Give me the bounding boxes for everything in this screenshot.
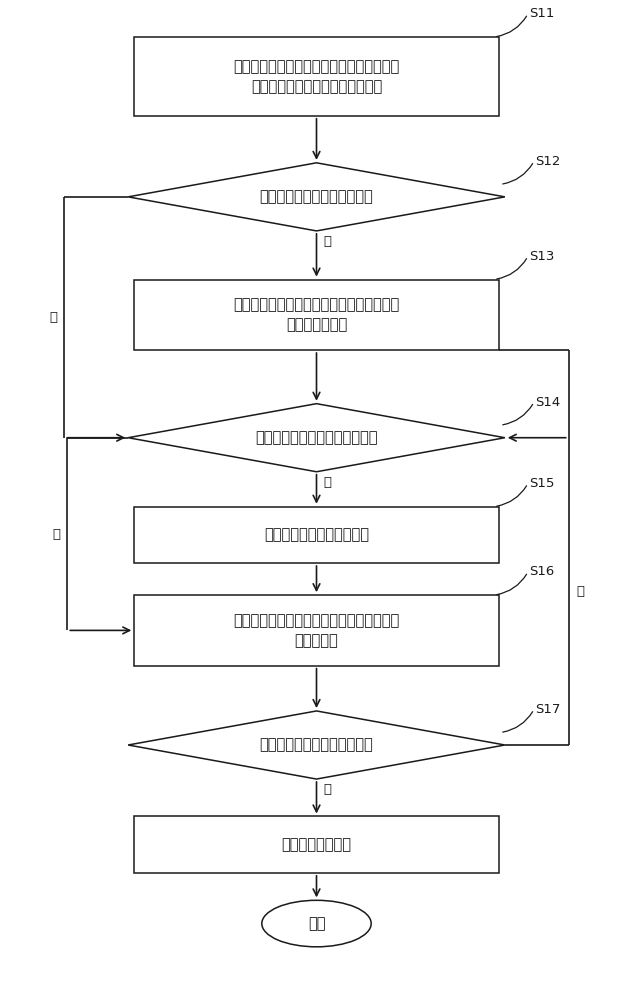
Text: S16: S16 bbox=[529, 565, 555, 578]
FancyBboxPatch shape bbox=[134, 816, 499, 873]
Text: S11: S11 bbox=[529, 7, 555, 20]
Text: 终端设备判断是否执行用户修复: 终端设备判断是否执行用户修复 bbox=[255, 430, 378, 445]
Text: S15: S15 bbox=[529, 477, 555, 490]
Text: S12: S12 bbox=[536, 155, 561, 168]
FancyBboxPatch shape bbox=[134, 37, 499, 116]
Text: 是: 是 bbox=[323, 476, 332, 489]
Polygon shape bbox=[128, 404, 505, 472]
FancyBboxPatch shape bbox=[134, 595, 499, 666]
FancyBboxPatch shape bbox=[134, 279, 499, 350]
Polygon shape bbox=[128, 711, 505, 779]
Text: 识别单号是否为首次输入单号: 识别单号是否为首次输入单号 bbox=[260, 189, 373, 204]
Text: 所述终端设备执行自动修复，生成一个或多
个修复单号: 所述终端设备执行自动修复，生成一个或多 个修复单号 bbox=[234, 613, 399, 648]
Text: 所述终端设备执行用户修复: 所述终端设备执行用户修复 bbox=[264, 527, 369, 542]
Text: S13: S13 bbox=[529, 250, 555, 263]
Text: 结束: 结束 bbox=[308, 916, 325, 931]
Text: S17: S17 bbox=[536, 703, 561, 716]
Text: 记录所述正确单号: 记录所述正确单号 bbox=[282, 837, 351, 852]
Text: S14: S14 bbox=[536, 395, 560, 408]
Text: 是: 是 bbox=[323, 783, 332, 796]
Text: 所述终端设备执行首次单号修复，生成一个
或多个修复单号: 所述终端设备执行首次单号修复，生成一个 或多个修复单号 bbox=[234, 297, 399, 332]
Text: 是: 是 bbox=[323, 235, 332, 248]
Text: 否: 否 bbox=[576, 585, 584, 598]
FancyBboxPatch shape bbox=[134, 507, 499, 563]
Text: 否: 否 bbox=[52, 528, 60, 541]
Text: 修复单号中是否存在正确单号: 修复单号中是否存在正确单号 bbox=[260, 738, 373, 752]
Ellipse shape bbox=[262, 900, 371, 947]
Text: 否: 否 bbox=[49, 311, 57, 324]
Text: 所述终端设备获取语音信号，并对所述语音
信号进行语音识别以得到识别单号: 所述终端设备获取语音信号，并对所述语音 信号进行语音识别以得到识别单号 bbox=[234, 59, 399, 94]
Polygon shape bbox=[128, 163, 505, 231]
